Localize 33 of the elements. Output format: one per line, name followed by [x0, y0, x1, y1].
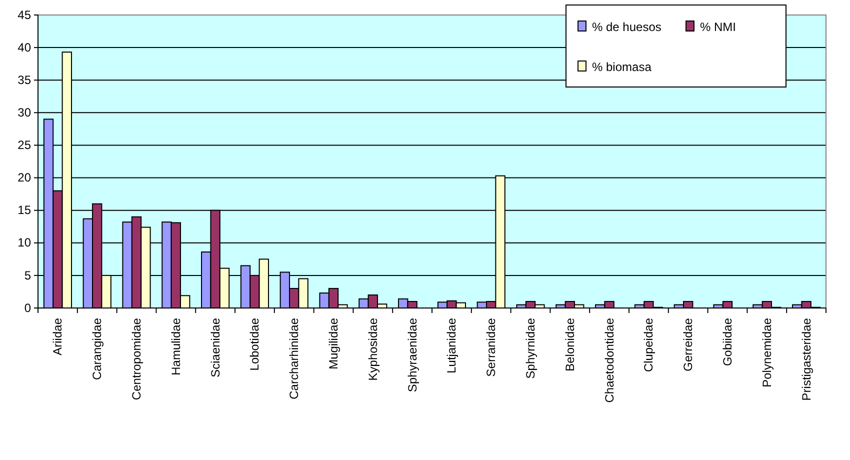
y-tick-label: 45 — [18, 8, 32, 22]
legend-label: % de huesos — [592, 20, 662, 34]
y-tick-label: 15 — [18, 203, 32, 218]
y-tick-label: 5 — [24, 268, 32, 282]
x-tick-label: Chaetodontidae — [602, 318, 616, 403]
y-tick-label: 20 — [18, 170, 32, 185]
x-tick-label: Lobotidae — [248, 318, 262, 371]
y-tick-label: 30 — [18, 106, 32, 120]
x-tick-label: Sphyraenidae — [405, 318, 420, 392]
x-tick-label: Sphyrnidae — [524, 318, 538, 379]
x-tick-label: Sciaenidae — [208, 318, 222, 378]
x-tick-label: Hamulidae — [168, 318, 183, 376]
x-tick-label: Serranidae — [484, 318, 498, 377]
x-tick-label: Carcharhinidae — [287, 318, 302, 400]
x-tick-label: Lutjanidae — [444, 318, 459, 374]
legend-label: % NMI — [700, 20, 736, 34]
x-tick-label: Gobiidae — [720, 318, 734, 366]
legend-label: % biomasa — [592, 60, 652, 74]
x-tick-label: Ariidae — [50, 318, 65, 356]
y-tick-label: 35 — [18, 72, 32, 87]
x-tick-label: Polynemidae — [760, 318, 774, 388]
x-tick-label: Clupeidae — [642, 318, 656, 372]
x-tick-label: Kyphosidae — [366, 318, 380, 381]
y-tick-label: 25 — [18, 138, 32, 152]
x-tick-label: Mugilidae — [326, 318, 340, 370]
y-tick-label: 10 — [18, 236, 32, 250]
x-tick-label: Carangidae — [90, 318, 104, 380]
x-tick-label: Gerreidae — [681, 318, 696, 372]
y-tick-label: 0 — [24, 300, 32, 315]
y-tick-label: 40 — [18, 40, 32, 54]
x-tick-label: Centropomidae — [130, 318, 144, 400]
x-tick-label: Belonidae — [562, 318, 577, 372]
x-tick-label: Pristigasteridae — [799, 318, 814, 401]
